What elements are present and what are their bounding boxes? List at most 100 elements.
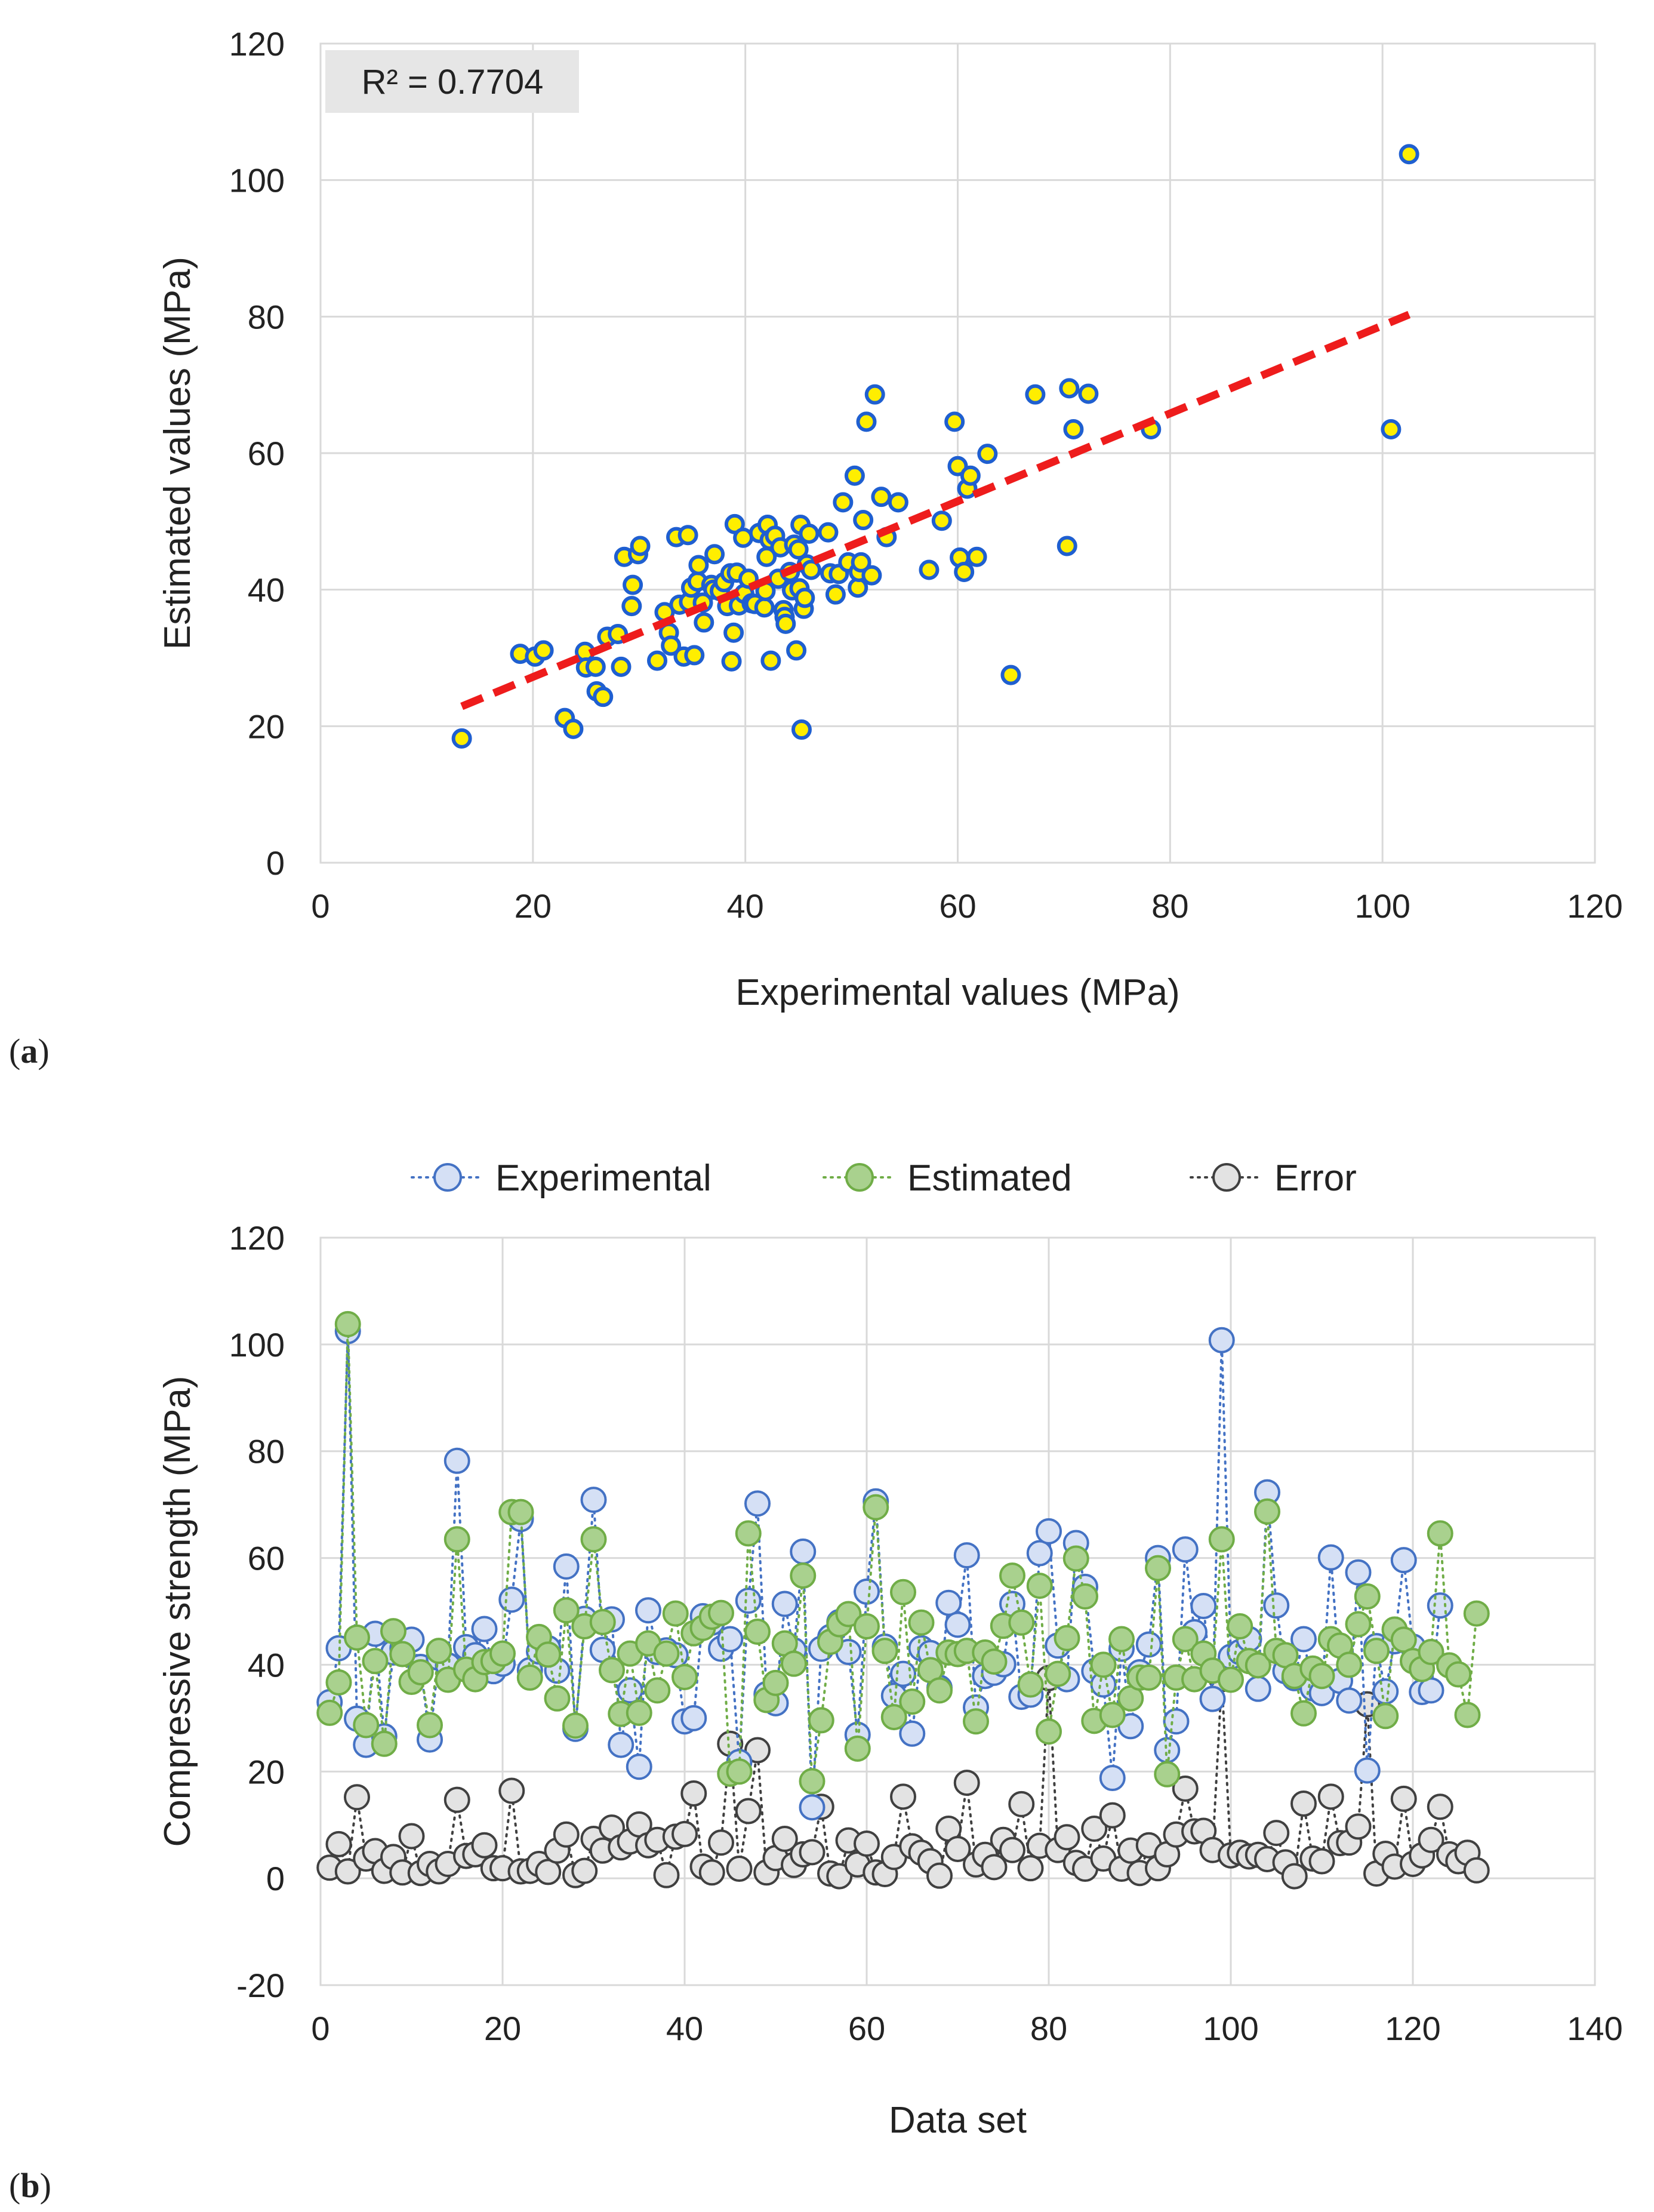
- x-tick-label-a: 100: [1354, 887, 1410, 925]
- y-tick-label-a: 60: [248, 435, 285, 472]
- point-error: [799, 1839, 826, 1866]
- scatter-point: [861, 565, 882, 586]
- scatter-point: [677, 525, 698, 546]
- scatter-point: [563, 718, 584, 739]
- point-error: [571, 1857, 598, 1884]
- point-estimated: [672, 1663, 698, 1690]
- point-estimated: [562, 1712, 589, 1739]
- point-estimated: [799, 1768, 826, 1795]
- point-estimated: [1227, 1613, 1253, 1640]
- point-estimated: [371, 1730, 398, 1757]
- point-experimental: [443, 1447, 470, 1474]
- point-estimated: [926, 1677, 953, 1704]
- point-error: [443, 1786, 470, 1813]
- point-error: [1317, 1783, 1344, 1810]
- scatter-point: [954, 561, 975, 582]
- point-error: [1099, 1802, 1126, 1829]
- point-error: [981, 1854, 1008, 1881]
- point-estimated: [1345, 1611, 1372, 1638]
- point-error: [926, 1862, 953, 1889]
- y-tick-label-a: 80: [248, 298, 285, 336]
- point-estimated: [325, 1669, 352, 1696]
- x-axis-title-a: Experimental values (MPa): [735, 972, 1179, 1013]
- scatter-point: [864, 384, 885, 405]
- scatter-point: [799, 523, 820, 544]
- point-error: [735, 1798, 762, 1825]
- y-axis-title-b: Compressive strength (MPa): [157, 1376, 198, 1847]
- point-estimated: [708, 1599, 734, 1626]
- point-error: [672, 1820, 698, 1847]
- x-tick-label-a: 60: [939, 887, 976, 925]
- point-error: [1308, 1848, 1335, 1875]
- scatter-point: [1399, 144, 1419, 165]
- chart-b: 0 20 40 60 80 100 120 140 -20 0 20 40 60 80 100 120 Data…: [9, 1158, 1623, 2205]
- point-estimated: [1445, 1661, 1472, 1688]
- scatter-point: [791, 719, 812, 740]
- y-tick-label-b: 60: [248, 1540, 285, 1577]
- point-estimated: [744, 1618, 771, 1645]
- point-experimental: [1372, 1678, 1399, 1705]
- point-estimated: [908, 1609, 935, 1636]
- point-estimated: [1054, 1625, 1080, 1651]
- point-estimated: [1336, 1651, 1363, 1678]
- point-experimental: [717, 1626, 744, 1653]
- y-tick-label-a: 20: [248, 707, 285, 745]
- point-experimental: [1172, 1536, 1199, 1563]
- point-error: [854, 1830, 880, 1857]
- point-error: [726, 1856, 753, 1882]
- scatter-point: [593, 687, 614, 707]
- point-estimated: [1354, 1583, 1381, 1610]
- point-estimated: [1454, 1702, 1481, 1728]
- point-experimental: [935, 1589, 962, 1616]
- scatter-point: [788, 539, 809, 560]
- legend-label: Estimated: [907, 1158, 1072, 1199]
- point-experimental: [899, 1720, 926, 1747]
- point-estimated: [1108, 1626, 1135, 1653]
- x-tick-label-a: 0: [311, 887, 329, 925]
- point-error: [890, 1783, 916, 1810]
- point-experimental: [1245, 1675, 1271, 1702]
- point-experimental: [771, 1590, 798, 1617]
- point-error: [680, 1780, 707, 1807]
- point-estimated: [1045, 1660, 1071, 1687]
- point-error: [708, 1829, 734, 1856]
- point-estimated: [835, 1601, 862, 1628]
- point-estimated: [344, 1624, 370, 1651]
- point-experimental: [498, 1586, 525, 1613]
- point-estimated: [353, 1712, 380, 1739]
- r-squared-label: R² = 0.7704: [362, 63, 544, 101]
- point-error: [1017, 1855, 1044, 1882]
- point-error: [325, 1830, 352, 1857]
- point-error: [1463, 1857, 1490, 1884]
- scatter-point: [688, 555, 709, 576]
- legend-label: Error: [1274, 1158, 1357, 1199]
- point-error: [944, 1835, 971, 1862]
- scatter-point: [704, 544, 725, 565]
- y-tick-label-a: 0: [266, 844, 285, 882]
- point-estimated: [653, 1640, 680, 1667]
- scatter-point: [856, 411, 877, 432]
- scatter-point: [646, 650, 667, 671]
- point-estimated: [380, 1618, 406, 1645]
- r-squared-box: [325, 50, 579, 113]
- point-estimated: [871, 1638, 898, 1665]
- point-estimated: [535, 1641, 562, 1668]
- point-experimental: [680, 1705, 707, 1731]
- point-estimated: [1036, 1718, 1062, 1745]
- scatter-point: [694, 612, 714, 633]
- point-estimated: [1062, 1545, 1089, 1572]
- scatter-point: [533, 640, 554, 661]
- scatter-point: [977, 444, 998, 464]
- point-estimated: [999, 1562, 1025, 1589]
- y-tick-label-b: 80: [248, 1433, 285, 1470]
- point-estimated: [1290, 1700, 1317, 1727]
- point-experimental: [1163, 1708, 1190, 1735]
- point-experimental: [790, 1538, 817, 1565]
- point-error: [344, 1784, 370, 1811]
- point-error: [1172, 1775, 1199, 1802]
- point-estimated: [981, 1648, 1008, 1675]
- scatter-point: [844, 465, 865, 486]
- point-error: [498, 1777, 525, 1804]
- point-experimental: [953, 1542, 980, 1569]
- point-estimated: [580, 1526, 607, 1553]
